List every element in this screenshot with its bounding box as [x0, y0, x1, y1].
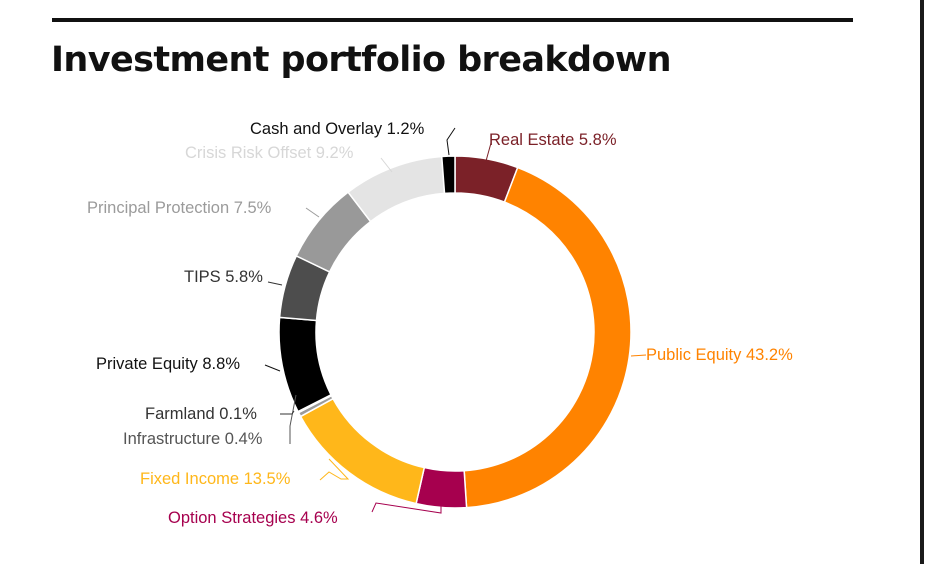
leader-option-strategies — [371, 502, 442, 514]
label-leader-lines — [264, 127, 647, 514]
leader-private-equity — [264, 364, 281, 372]
label-farmland: Farmland 0.1% — [145, 405, 257, 423]
leader-crisis-risk-offset — [380, 157, 393, 173]
label-real-estate: Real Estate 5.8% — [489, 131, 617, 149]
leader-fixed-income — [319, 458, 350, 481]
chart-title: Investment portfolio breakdown — [51, 40, 672, 80]
leader-farmland — [280, 410, 295, 415]
right-border — [920, 0, 924, 564]
slice-private-equity — [278, 316, 333, 413]
slice-labels: Real Estate 5.8% Public Equity 43.2% Optio… — [87, 120, 793, 527]
slice-crisis-risk-offset — [347, 155, 446, 223]
leader-cash-and-overlay — [446, 127, 456, 156]
donut-slices — [278, 155, 632, 509]
top-rule — [52, 18, 853, 22]
label-tips: TIPS 5.8% — [184, 268, 263, 286]
leader-tips — [267, 281, 283, 286]
label-fixed-income: Fixed Income 13.5% — [140, 470, 291, 488]
slice-fixed-income — [299, 397, 426, 505]
label-crisis-risk-offset: Crisis Risk Offset 9.2% — [185, 144, 354, 162]
label-cash-and-overlay: Cash and Overlay 1.2% — [250, 120, 425, 138]
leader-real-estate — [485, 142, 492, 162]
leader-principal-protection — [305, 207, 320, 218]
leader-infrastructure — [289, 394, 297, 444]
label-principal-protection: Principal Protection 7.5% — [87, 199, 272, 217]
label-option-strategies: Option Strategies 4.6% — [168, 509, 338, 527]
slice-option-strategies — [415, 466, 468, 509]
label-private-equity: Private Equity 8.8% — [96, 355, 240, 373]
leader-public-equity — [630, 354, 647, 357]
slice-cash-and-overlay — [440, 155, 456, 195]
label-public-equity: Public Equity 43.2% — [646, 346, 793, 364]
label-infrastructure: Infrastructure 0.4% — [123, 430, 263, 448]
slice-public-equity — [463, 166, 632, 509]
